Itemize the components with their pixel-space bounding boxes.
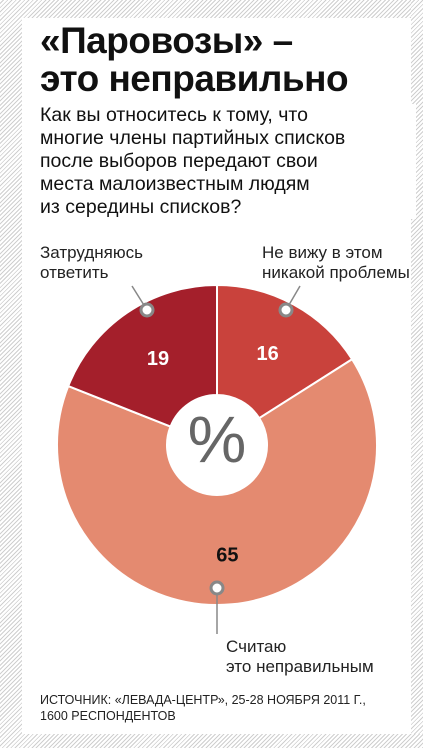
hatch-border-top [0, 0, 423, 18]
question-line: Как вы относитесь к тому, что [40, 104, 308, 126]
connector-wrong-marker [209, 580, 225, 596]
question-line: места малоизвестным людям [40, 173, 310, 195]
hatch-border-left [0, 0, 22, 748]
hatch-border-bottom [0, 734, 423, 748]
question-line: из середины списков? [40, 196, 242, 218]
slice-label-line: Затрудняюсь [40, 243, 143, 262]
slice-label-line: никакой проблемы [262, 263, 410, 282]
slice-value-label: 19 [147, 348, 169, 370]
question-line: после выборов передают свои [40, 150, 318, 172]
chart-title: «Паровозы» – это неправильно [40, 22, 410, 98]
slice-label-wrong: Считаю это неправильным [226, 637, 374, 677]
slice-label-line: ответить [40, 263, 109, 282]
title-line: это неправильно [40, 58, 349, 99]
question-line: многие члены партийных списков [40, 127, 346, 149]
connector-no-problem-marker [278, 302, 294, 318]
slice-wrong [56, 357, 378, 606]
source-note: ИСТОЧНИК: «ЛЕВАДА-ЦЕНТР», 25-28 НОЯБРЯ 2… [40, 692, 410, 724]
slice-value-label: 16 [256, 343, 278, 365]
slice-value-label: 65 [216, 545, 238, 567]
title-line: «Паровозы» – [40, 20, 293, 61]
connector-hard-to-say-marker [139, 302, 155, 318]
slice-label-hard-to-say: Затрудняюсь ответить [40, 243, 143, 283]
source-line: 1600 РЕСПОНДЕНТОВ [40, 709, 176, 723]
slice-label-line: это неправильным [226, 657, 374, 676]
slice-no-problem [216, 283, 354, 420]
survey-question: Как вы относитесь к тому, что многие чле… [40, 104, 416, 219]
source-line: ИСТОЧНИК: «ЛЕВАДА-ЦЕНТР», 25-28 НОЯБРЯ 2… [40, 693, 366, 707]
slice-label-line: Не вижу в этом [262, 243, 383, 262]
percent-symbol: % [188, 402, 247, 476]
slice-label-no-problem: Не вижу в этом никакой проблемы [262, 243, 410, 283]
slice-label-line: Считаю [226, 637, 287, 656]
slice-hard-to-say [66, 283, 218, 428]
